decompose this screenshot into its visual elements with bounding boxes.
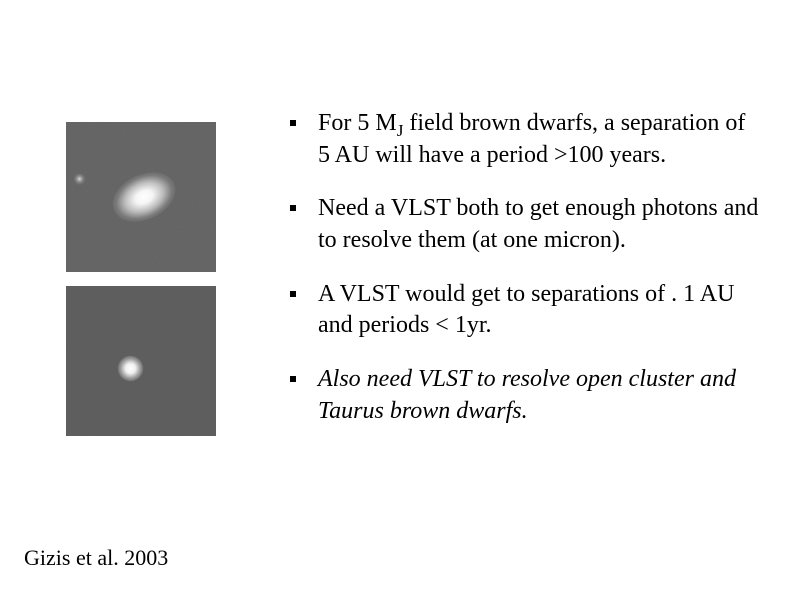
bullet-text: A VLST would get to separations of . 1 A… (318, 279, 760, 342)
bullet-item: Need a VLST both to get enough photons a… (290, 193, 760, 256)
brown-dwarf-image-top (66, 122, 216, 272)
bullet-marker-icon (290, 205, 296, 211)
bullet-text-pre: Also need VLST to resolve open cluster a… (318, 366, 736, 424)
bullet-text-pre: A VLST would get to separations of . 1 A… (318, 281, 734, 339)
bullet-text: Also need VLST to resolve open cluster a… (318, 364, 760, 427)
bullet-marker-icon (290, 291, 296, 297)
bullet-item: For 5 MJ field brown dwarfs, a separatio… (290, 108, 760, 171)
bullet-text-pre: Need a VLST both to get enough photons a… (318, 195, 758, 253)
bullet-marker-icon (290, 120, 296, 126)
bullet-list: For 5 MJ field brown dwarfs, a separatio… (290, 108, 760, 449)
image-caption: Gizis et al. 2003 (24, 545, 168, 571)
bullet-text: For 5 MJ field brown dwarfs, a separatio… (318, 108, 760, 171)
bullet-item: A VLST would get to separations of . 1 A… (290, 279, 760, 342)
bullet-text-pre: For 5 M (318, 110, 397, 136)
bullet-marker-icon (290, 376, 296, 382)
brown-dwarf-image-bottom (66, 286, 216, 436)
image-column (66, 122, 216, 450)
slide: For 5 MJ field brown dwarfs, a separatio… (0, 0, 794, 595)
bullet-text: Need a VLST both to get enough photons a… (318, 193, 760, 256)
bullet-item: Also need VLST to resolve open cluster a… (290, 364, 760, 427)
